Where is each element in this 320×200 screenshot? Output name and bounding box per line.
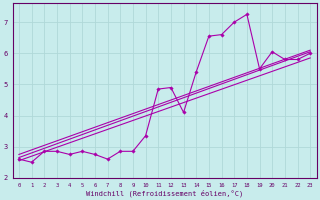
X-axis label: Windchill (Refroidissement éolien,°C): Windchill (Refroidissement éolien,°C) bbox=[86, 189, 243, 197]
